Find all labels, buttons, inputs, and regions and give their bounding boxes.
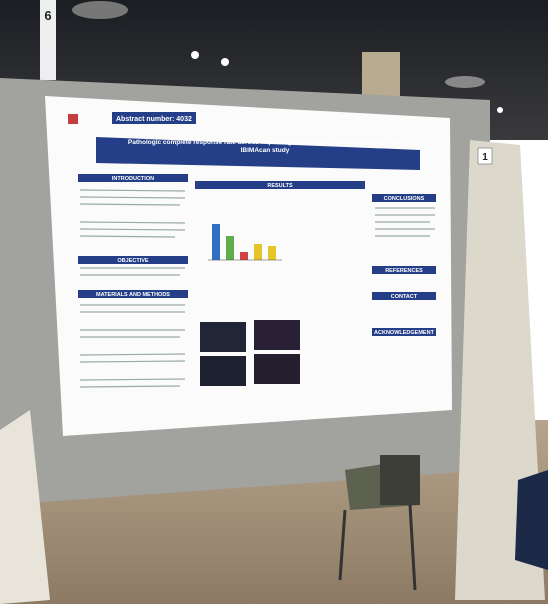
section-header: CONCLUSIONS	[384, 196, 425, 202]
text-lines	[79, 189, 435, 388]
board-tag	[477, 147, 493, 165]
sign-number: 6	[44, 8, 51, 23]
section-header: MATERIALS AND METHODS	[96, 292, 170, 298]
section-header-bar	[195, 181, 365, 189]
chair	[338, 455, 420, 591]
section-header: CONTACT	[391, 294, 418, 300]
section-header: OBJECTIVE	[117, 258, 149, 264]
sign-post	[40, 0, 56, 80]
ceiling-light	[72, 1, 128, 19]
section-header: INTRODUCTION	[112, 176, 154, 182]
box	[0, 410, 50, 604]
poster-title: Pathologic complete response rate across…	[127, 139, 403, 154]
logo	[68, 114, 78, 124]
section-header-bar	[372, 328, 436, 336]
ceiling-light	[445, 76, 485, 88]
lamp	[221, 58, 229, 66]
histology-images	[200, 320, 300, 386]
section-header: ACKNOWLEDGEMENT	[374, 330, 435, 336]
abstract-number: Abstract number: 4032	[116, 116, 192, 123]
title-band	[96, 137, 420, 170]
abstract-box	[112, 112, 196, 124]
person-jacket	[515, 470, 548, 570]
section-header-bar	[372, 194, 436, 202]
lamp	[497, 107, 503, 113]
section-header: RESULTS	[267, 183, 293, 189]
poster-title-box: Pathologic complete response rate across…	[127, 139, 403, 154]
lamp	[191, 51, 199, 59]
section-header: REFERENCES	[385, 268, 423, 274]
board-number: 1	[482, 152, 488, 163]
results-chart	[208, 224, 282, 261]
section-header-bar	[78, 290, 188, 298]
section-header-bar	[372, 292, 436, 300]
section-header-bar	[372, 266, 436, 274]
section-header-bar	[78, 174, 188, 182]
section-header-bar	[78, 256, 188, 264]
